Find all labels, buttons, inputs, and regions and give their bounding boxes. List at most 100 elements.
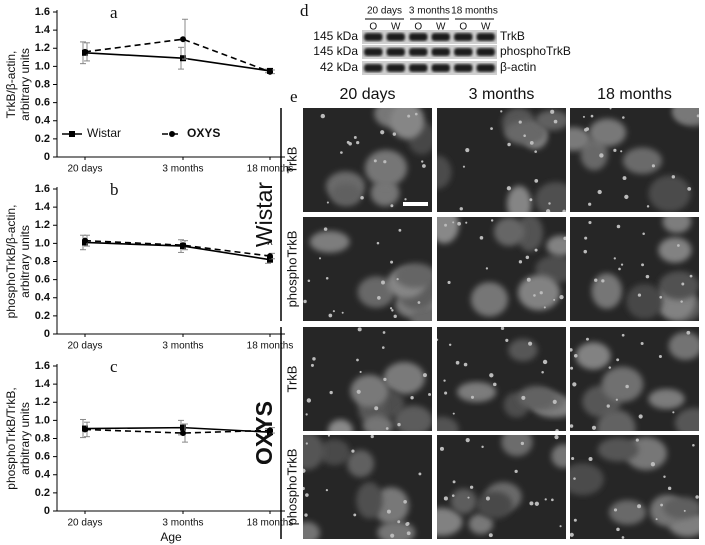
y-tick-label: 0.4 xyxy=(35,469,51,481)
nucleus xyxy=(575,342,611,370)
puncta xyxy=(620,150,623,153)
micrograph xyxy=(570,217,699,321)
puncta xyxy=(571,456,575,461)
puncta xyxy=(490,127,493,131)
nucleus xyxy=(648,175,691,212)
puncta xyxy=(672,411,675,414)
puncta xyxy=(608,366,612,369)
puncta xyxy=(597,189,602,195)
micrograph xyxy=(437,435,566,539)
marker xyxy=(180,55,186,62)
puncta xyxy=(507,142,511,147)
nucleus xyxy=(570,127,591,151)
puncta xyxy=(410,396,414,400)
puncta xyxy=(307,279,311,283)
nucleus xyxy=(588,118,627,147)
legend-label: OXYS xyxy=(187,126,220,140)
puncta xyxy=(323,227,328,231)
blot-lane-label: O xyxy=(414,22,422,33)
y-tick-label: 1.4 xyxy=(35,378,51,390)
puncta xyxy=(615,398,618,401)
nucleus xyxy=(662,497,699,519)
nucleus xyxy=(601,366,644,402)
legend-marker xyxy=(169,131,175,137)
blot-weight: 42 kDa xyxy=(320,60,358,74)
puncta xyxy=(534,501,539,506)
nucleus xyxy=(347,450,375,478)
puncta xyxy=(403,499,407,504)
puncta xyxy=(351,449,355,453)
blot-band xyxy=(364,48,383,56)
nucleus xyxy=(517,274,561,311)
blot-protein: phosphoTrkB xyxy=(500,44,571,58)
y-tick-label: 0.2 xyxy=(35,133,50,145)
x-tick-label: 18 months xyxy=(247,518,294,529)
nucleus xyxy=(437,416,459,431)
nucleus xyxy=(350,374,389,408)
group-label: Wistar xyxy=(251,182,277,248)
nucleus xyxy=(450,488,477,514)
puncta xyxy=(570,532,574,537)
nuclei xyxy=(305,327,432,431)
marker xyxy=(82,237,88,244)
puncta xyxy=(599,153,604,158)
puncta xyxy=(392,132,397,136)
annotation: ^ xyxy=(267,239,273,251)
puncta xyxy=(444,223,447,227)
series-line xyxy=(84,38,271,73)
panel-label: c xyxy=(110,357,118,376)
puncta xyxy=(624,194,629,200)
column-header: 20 days xyxy=(339,86,395,103)
micrograph xyxy=(437,217,566,321)
y-axis-label: phosphoTrkB/TrkB, xyxy=(4,387,18,489)
puncta xyxy=(588,220,592,225)
puncta xyxy=(443,379,446,382)
puncta xyxy=(625,384,629,389)
blot-band xyxy=(386,64,405,72)
puncta xyxy=(638,414,643,419)
row-label: phosphoTrkB xyxy=(284,231,299,308)
row-label: phosphoTrkB xyxy=(284,449,299,526)
blot-lane-label: W xyxy=(391,22,401,33)
puncta xyxy=(562,209,566,212)
y-tick-label: 1.4 xyxy=(35,201,51,213)
blot-band xyxy=(431,64,450,72)
puncta xyxy=(534,150,537,153)
nucleus xyxy=(328,419,353,431)
puncta xyxy=(618,267,621,271)
puncta xyxy=(622,116,625,119)
puncta xyxy=(696,114,699,118)
puncta xyxy=(559,294,564,300)
puncta xyxy=(303,468,306,473)
puncta xyxy=(687,186,692,191)
nucleus xyxy=(596,409,636,431)
puncta xyxy=(353,136,357,139)
y-tick-label: 1.0 xyxy=(35,60,50,72)
marker xyxy=(180,424,186,431)
blot-band xyxy=(454,64,473,72)
blot-band xyxy=(409,48,428,56)
marker xyxy=(180,242,186,249)
panel-label: a xyxy=(110,3,118,22)
nucleus xyxy=(546,235,566,257)
puncta xyxy=(573,477,576,480)
y-tick-label: 1.6 xyxy=(35,6,50,18)
puncta xyxy=(613,257,616,260)
puncta xyxy=(621,536,625,539)
puncta xyxy=(523,134,526,137)
x-axis-label: Age xyxy=(160,530,182,544)
y-tick-label: 0 xyxy=(44,151,50,163)
puncta xyxy=(346,140,350,144)
marker xyxy=(267,427,273,434)
puncta xyxy=(545,209,551,212)
column-header: 3 months xyxy=(469,86,535,103)
marker xyxy=(267,256,273,263)
puncta xyxy=(520,441,525,446)
puncta xyxy=(609,108,612,110)
puncta xyxy=(616,224,621,229)
puncta xyxy=(452,412,455,415)
puncta xyxy=(686,330,691,335)
puncta xyxy=(590,114,594,118)
puncta xyxy=(470,395,475,399)
nucleus xyxy=(303,435,325,470)
